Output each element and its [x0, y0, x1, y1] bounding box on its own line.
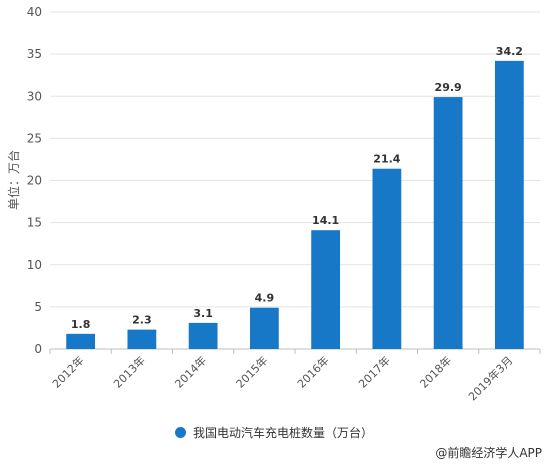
y-tick-label: 35	[27, 47, 42, 61]
y-tick-label: 25	[27, 131, 42, 145]
data-label: 34.2	[496, 45, 523, 58]
y-tick-label: 5	[34, 300, 42, 314]
x-axis-ticks: 2012年 2013年 2014年 2015年 2016年 2017年 2018年 2019年…	[49, 349, 541, 403]
source-credit: @前瞻经济学人APP	[435, 446, 542, 460]
data-label: 1.8	[71, 318, 91, 331]
x-tick-label: 2015年	[233, 353, 270, 390]
y-axis-label: 单位：万台	[6, 150, 21, 210]
y-axis-ticks: 0 5 10 15 20 25 30 35 40	[27, 5, 42, 356]
x-tick-label: 2018年	[417, 353, 454, 390]
y-tick-label: 10	[27, 258, 42, 272]
y-tick-label: 15	[27, 216, 42, 230]
y-tick-label: 30	[27, 89, 42, 103]
bar	[188, 322, 218, 349]
bar	[372, 168, 402, 349]
bar	[311, 230, 341, 349]
x-tick-label: 2016年	[294, 353, 331, 390]
y-tick-label: 20	[27, 174, 42, 188]
legend-label: 我国电动汽车充电桩数量（万台）	[193, 426, 374, 440]
grid-lines	[50, 11, 540, 308]
x-tick-label: 2019年3月	[465, 353, 515, 403]
x-tick-label: 2017年	[356, 353, 393, 390]
data-labels: 1.8 2.3 3.1 4.9 14.1 21.4 29.9 34.2	[71, 45, 523, 331]
data-label: 4.9	[255, 292, 275, 305]
y-tick-label: 0	[34, 342, 42, 356]
bar	[249, 307, 279, 349]
bars	[66, 60, 524, 350]
bar	[494, 60, 524, 350]
x-tick-label: 2012年	[49, 353, 86, 390]
bar	[127, 329, 157, 349]
bar	[433, 97, 463, 349]
data-label: 29.9	[435, 81, 462, 94]
y-tick-label: 40	[27, 5, 42, 19]
data-label: 2.3	[132, 314, 152, 327]
data-label: 3.1	[193, 307, 213, 320]
data-label: 21.4	[373, 153, 400, 166]
legend-marker	[175, 427, 186, 438]
legend: 我国电动汽车充电桩数量（万台）	[175, 424, 373, 441]
data-label: 14.1	[312, 214, 339, 227]
x-tick-label: 2014年	[172, 353, 209, 390]
bar	[66, 333, 96, 349]
x-tick-label: 2013年	[111, 353, 148, 390]
